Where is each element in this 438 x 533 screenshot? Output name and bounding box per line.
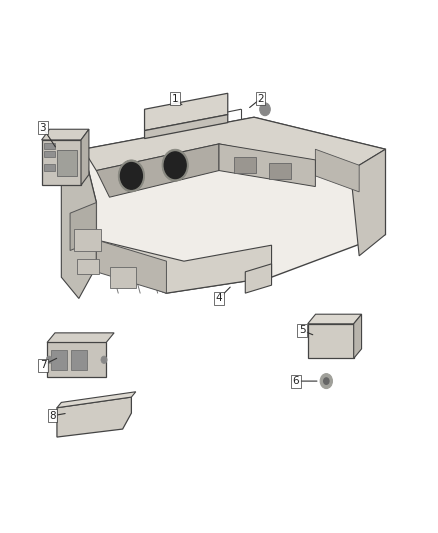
FancyBboxPatch shape xyxy=(42,140,81,185)
Text: 3: 3 xyxy=(39,123,46,133)
FancyBboxPatch shape xyxy=(269,163,291,179)
Text: 6: 6 xyxy=(292,376,299,386)
Polygon shape xyxy=(96,240,272,293)
Bar xyxy=(77,259,99,274)
Text: 5: 5 xyxy=(299,326,306,335)
Polygon shape xyxy=(245,264,272,293)
Circle shape xyxy=(260,103,270,116)
Circle shape xyxy=(46,356,53,364)
Text: 8: 8 xyxy=(49,411,56,421)
Polygon shape xyxy=(350,149,385,256)
Text: 2: 2 xyxy=(257,94,264,103)
Polygon shape xyxy=(145,115,228,139)
FancyBboxPatch shape xyxy=(47,343,106,377)
Bar xyxy=(44,151,55,157)
Bar xyxy=(51,350,67,370)
Polygon shape xyxy=(42,130,89,140)
Bar xyxy=(110,266,136,288)
Polygon shape xyxy=(219,144,315,187)
Circle shape xyxy=(120,163,142,189)
Bar xyxy=(44,164,55,171)
FancyBboxPatch shape xyxy=(307,324,354,358)
Polygon shape xyxy=(81,130,89,185)
Polygon shape xyxy=(61,149,96,298)
Polygon shape xyxy=(83,117,385,293)
Text: 7: 7 xyxy=(39,360,46,370)
Text: 1: 1 xyxy=(172,94,179,103)
Polygon shape xyxy=(83,117,385,171)
Polygon shape xyxy=(70,203,96,251)
Text: 4: 4 xyxy=(215,294,223,303)
Polygon shape xyxy=(57,392,136,408)
Polygon shape xyxy=(315,149,359,192)
Bar xyxy=(74,229,101,251)
Bar xyxy=(57,150,77,176)
Circle shape xyxy=(164,152,186,179)
Polygon shape xyxy=(47,333,114,342)
Bar xyxy=(44,143,55,149)
Polygon shape xyxy=(354,314,362,358)
Bar xyxy=(71,350,86,370)
FancyBboxPatch shape xyxy=(234,157,256,173)
Circle shape xyxy=(162,149,188,181)
Polygon shape xyxy=(57,397,131,437)
Polygon shape xyxy=(96,144,219,197)
Circle shape xyxy=(101,356,107,364)
Circle shape xyxy=(324,378,329,384)
Circle shape xyxy=(320,374,332,389)
Polygon shape xyxy=(307,314,362,324)
Polygon shape xyxy=(145,93,228,131)
Polygon shape xyxy=(96,240,166,293)
Circle shape xyxy=(118,160,145,192)
